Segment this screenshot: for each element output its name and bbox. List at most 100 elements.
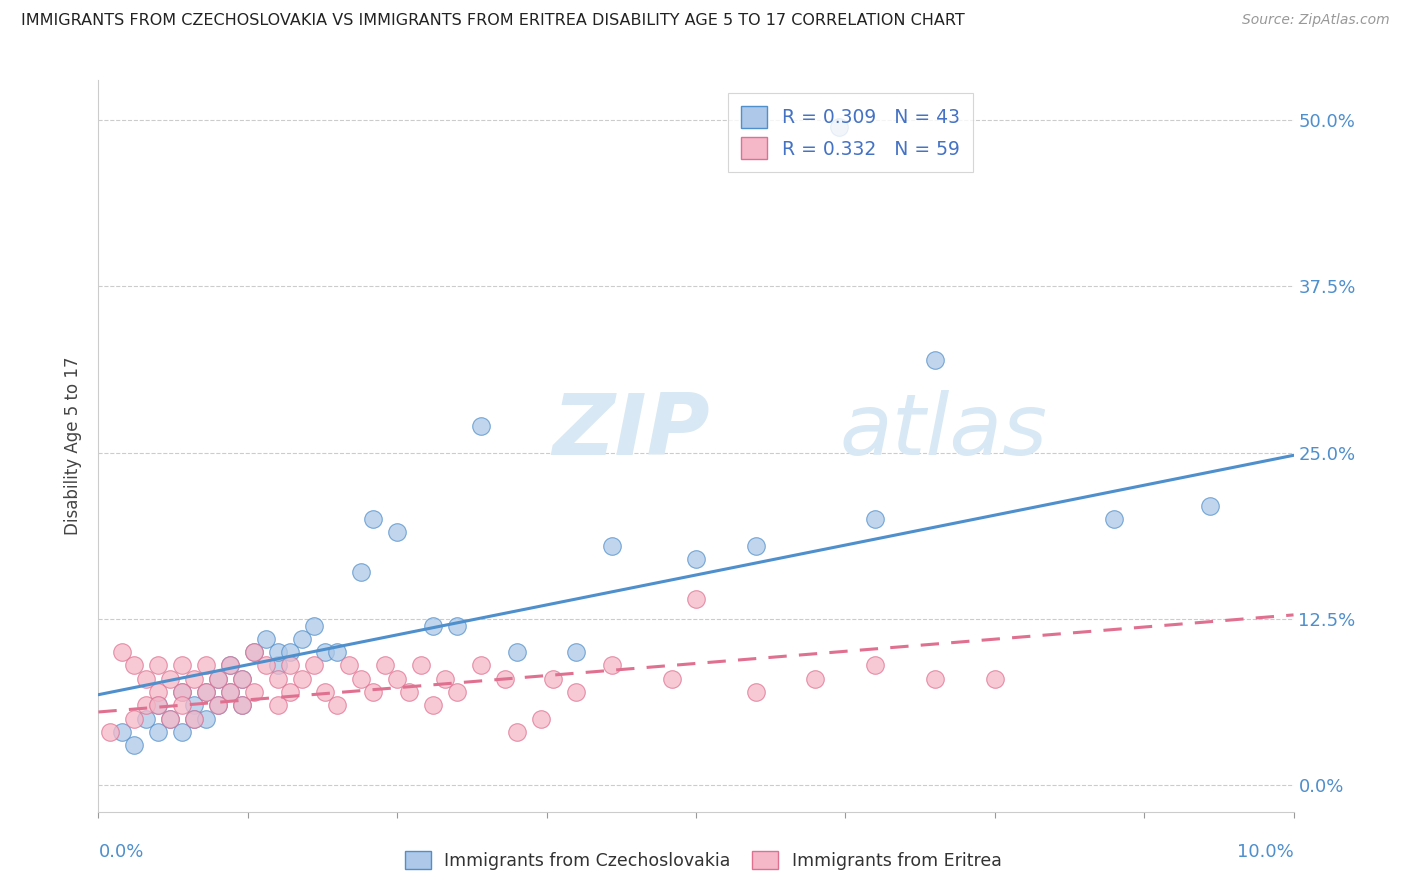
Point xyxy=(172,698,194,713)
Text: atlas: atlas xyxy=(839,390,1047,473)
Point xyxy=(363,512,385,526)
Point xyxy=(924,672,946,686)
Point xyxy=(135,672,157,686)
Point xyxy=(148,698,170,713)
Point xyxy=(865,512,887,526)
Point xyxy=(159,712,181,726)
Point xyxy=(172,685,194,699)
Point xyxy=(350,672,373,686)
Point xyxy=(385,672,409,686)
Point xyxy=(602,658,624,673)
Point xyxy=(470,419,492,434)
Point xyxy=(745,685,768,699)
Point xyxy=(207,698,229,713)
Point xyxy=(865,658,887,673)
Point xyxy=(183,698,205,713)
Point xyxy=(183,712,205,726)
Point xyxy=(339,658,360,673)
Point xyxy=(231,698,253,713)
Point xyxy=(135,698,157,713)
Point xyxy=(602,539,624,553)
Point xyxy=(661,672,683,686)
Point xyxy=(804,672,827,686)
Legend: Immigrants from Czechoslovakia, Immigrants from Eritrea: Immigrants from Czechoslovakia, Immigran… xyxy=(396,843,1010,879)
Point xyxy=(159,712,181,726)
Point xyxy=(745,539,768,553)
Point xyxy=(924,352,946,367)
Point xyxy=(124,658,146,673)
Point xyxy=(529,712,551,726)
Point xyxy=(207,698,229,713)
Point xyxy=(219,685,242,699)
Point xyxy=(254,632,277,646)
Point xyxy=(685,591,707,606)
Point xyxy=(470,658,492,673)
Point xyxy=(685,552,707,566)
Point xyxy=(148,725,170,739)
Point xyxy=(267,645,290,659)
Point xyxy=(350,566,373,580)
Point xyxy=(326,645,349,659)
Point xyxy=(422,698,444,713)
Point xyxy=(148,698,170,713)
Point xyxy=(422,618,444,632)
Point xyxy=(148,685,170,699)
Point xyxy=(111,645,134,659)
Point xyxy=(243,645,266,659)
Point xyxy=(278,645,301,659)
Text: Source: ZipAtlas.com: Source: ZipAtlas.com xyxy=(1241,13,1389,28)
Point xyxy=(984,672,1007,686)
Point xyxy=(565,645,588,659)
Text: 10.0%: 10.0% xyxy=(1237,843,1294,861)
Point xyxy=(183,672,205,686)
Point xyxy=(506,725,529,739)
Point xyxy=(315,645,337,659)
Point xyxy=(195,658,218,673)
Text: 0.0%: 0.0% xyxy=(98,843,143,861)
Point xyxy=(302,658,325,673)
Point xyxy=(207,672,229,686)
Point xyxy=(385,525,409,540)
Point xyxy=(267,672,290,686)
Point xyxy=(494,672,516,686)
Point xyxy=(565,685,588,699)
Point xyxy=(374,658,396,673)
Point xyxy=(207,672,229,686)
Point xyxy=(195,685,218,699)
Point xyxy=(172,725,194,739)
Point xyxy=(195,685,218,699)
Point xyxy=(326,698,349,713)
Point xyxy=(195,712,218,726)
Point xyxy=(219,685,242,699)
Point xyxy=(183,712,205,726)
Point xyxy=(278,658,301,673)
Point xyxy=(172,658,194,673)
Point xyxy=(434,672,457,686)
Point xyxy=(278,685,301,699)
Point xyxy=(1104,512,1126,526)
Text: IMMIGRANTS FROM CZECHOSLOVAKIA VS IMMIGRANTS FROM ERITREA DISABILITY AGE 5 TO 17: IMMIGRANTS FROM CZECHOSLOVAKIA VS IMMIGR… xyxy=(21,13,965,29)
Point xyxy=(267,698,290,713)
Point xyxy=(124,712,146,726)
Point xyxy=(291,672,314,686)
Point xyxy=(446,685,468,699)
Point xyxy=(135,712,157,726)
Point xyxy=(254,658,277,673)
Point xyxy=(243,685,266,699)
Point xyxy=(231,672,253,686)
Point xyxy=(159,672,181,686)
Point xyxy=(100,725,122,739)
Legend: R = 0.309   N = 43, R = 0.332   N = 59: R = 0.309 N = 43, R = 0.332 N = 59 xyxy=(728,94,973,172)
Point xyxy=(291,632,314,646)
Y-axis label: Disability Age 5 to 17: Disability Age 5 to 17 xyxy=(65,357,83,535)
Point xyxy=(315,685,337,699)
Point xyxy=(1198,499,1220,513)
Point xyxy=(219,658,242,673)
Point xyxy=(243,645,266,659)
Point xyxy=(231,672,253,686)
Point xyxy=(231,698,253,713)
Point xyxy=(541,672,564,686)
Point xyxy=(446,618,468,632)
Point xyxy=(219,658,242,673)
Point xyxy=(506,645,529,659)
